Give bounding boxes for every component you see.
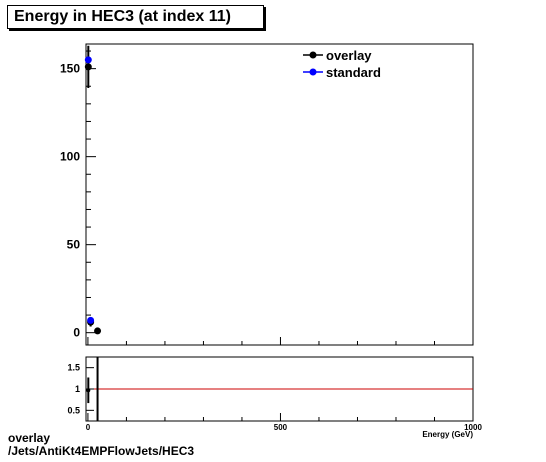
overlay-data-point <box>84 63 92 71</box>
ratio-y-tick-label: 1.5 <box>67 363 80 373</box>
overlay-data-point <box>94 327 102 335</box>
x-tick-label: 1000 <box>464 423 482 432</box>
footer-path: /Jets/AntiKt4EMPFlowJets/HEC3 <box>8 444 195 458</box>
legend-label-overlay: overlay <box>326 48 372 63</box>
legend-label-standard: standard <box>326 65 381 80</box>
footer-label: overlay <box>8 431 51 445</box>
standard-data-point <box>87 316 95 324</box>
x-tick-label: 0 <box>86 423 91 432</box>
chart-title: Energy in HEC3 (at index 11) <box>14 8 231 25</box>
x-tick-label: 500 <box>274 423 288 432</box>
y-tick-label: 0 <box>73 326 80 340</box>
legend-marker-standard <box>309 68 317 76</box>
y-tick-label: 100 <box>60 150 80 164</box>
ratio-y-tick-label: 1 <box>75 384 80 394</box>
y-tick-label: 150 <box>60 62 80 76</box>
ratio-y-tick-label: 0.5 <box>67 405 80 415</box>
y-tick-label: 50 <box>67 238 81 252</box>
chart-title-box: Energy in HEC3 (at index 11) <box>7 5 264 29</box>
x-axis-label: Energy (GeV) <box>422 430 473 439</box>
footer: overlay /Jets/AntiKt4EMPFlowJets/HEC3 <box>8 432 194 458</box>
main-plot-frame <box>85 43 474 346</box>
ratio-data-point <box>86 388 91 393</box>
legend-marker-overlay <box>309 51 317 59</box>
standard-data-point <box>84 56 92 64</box>
